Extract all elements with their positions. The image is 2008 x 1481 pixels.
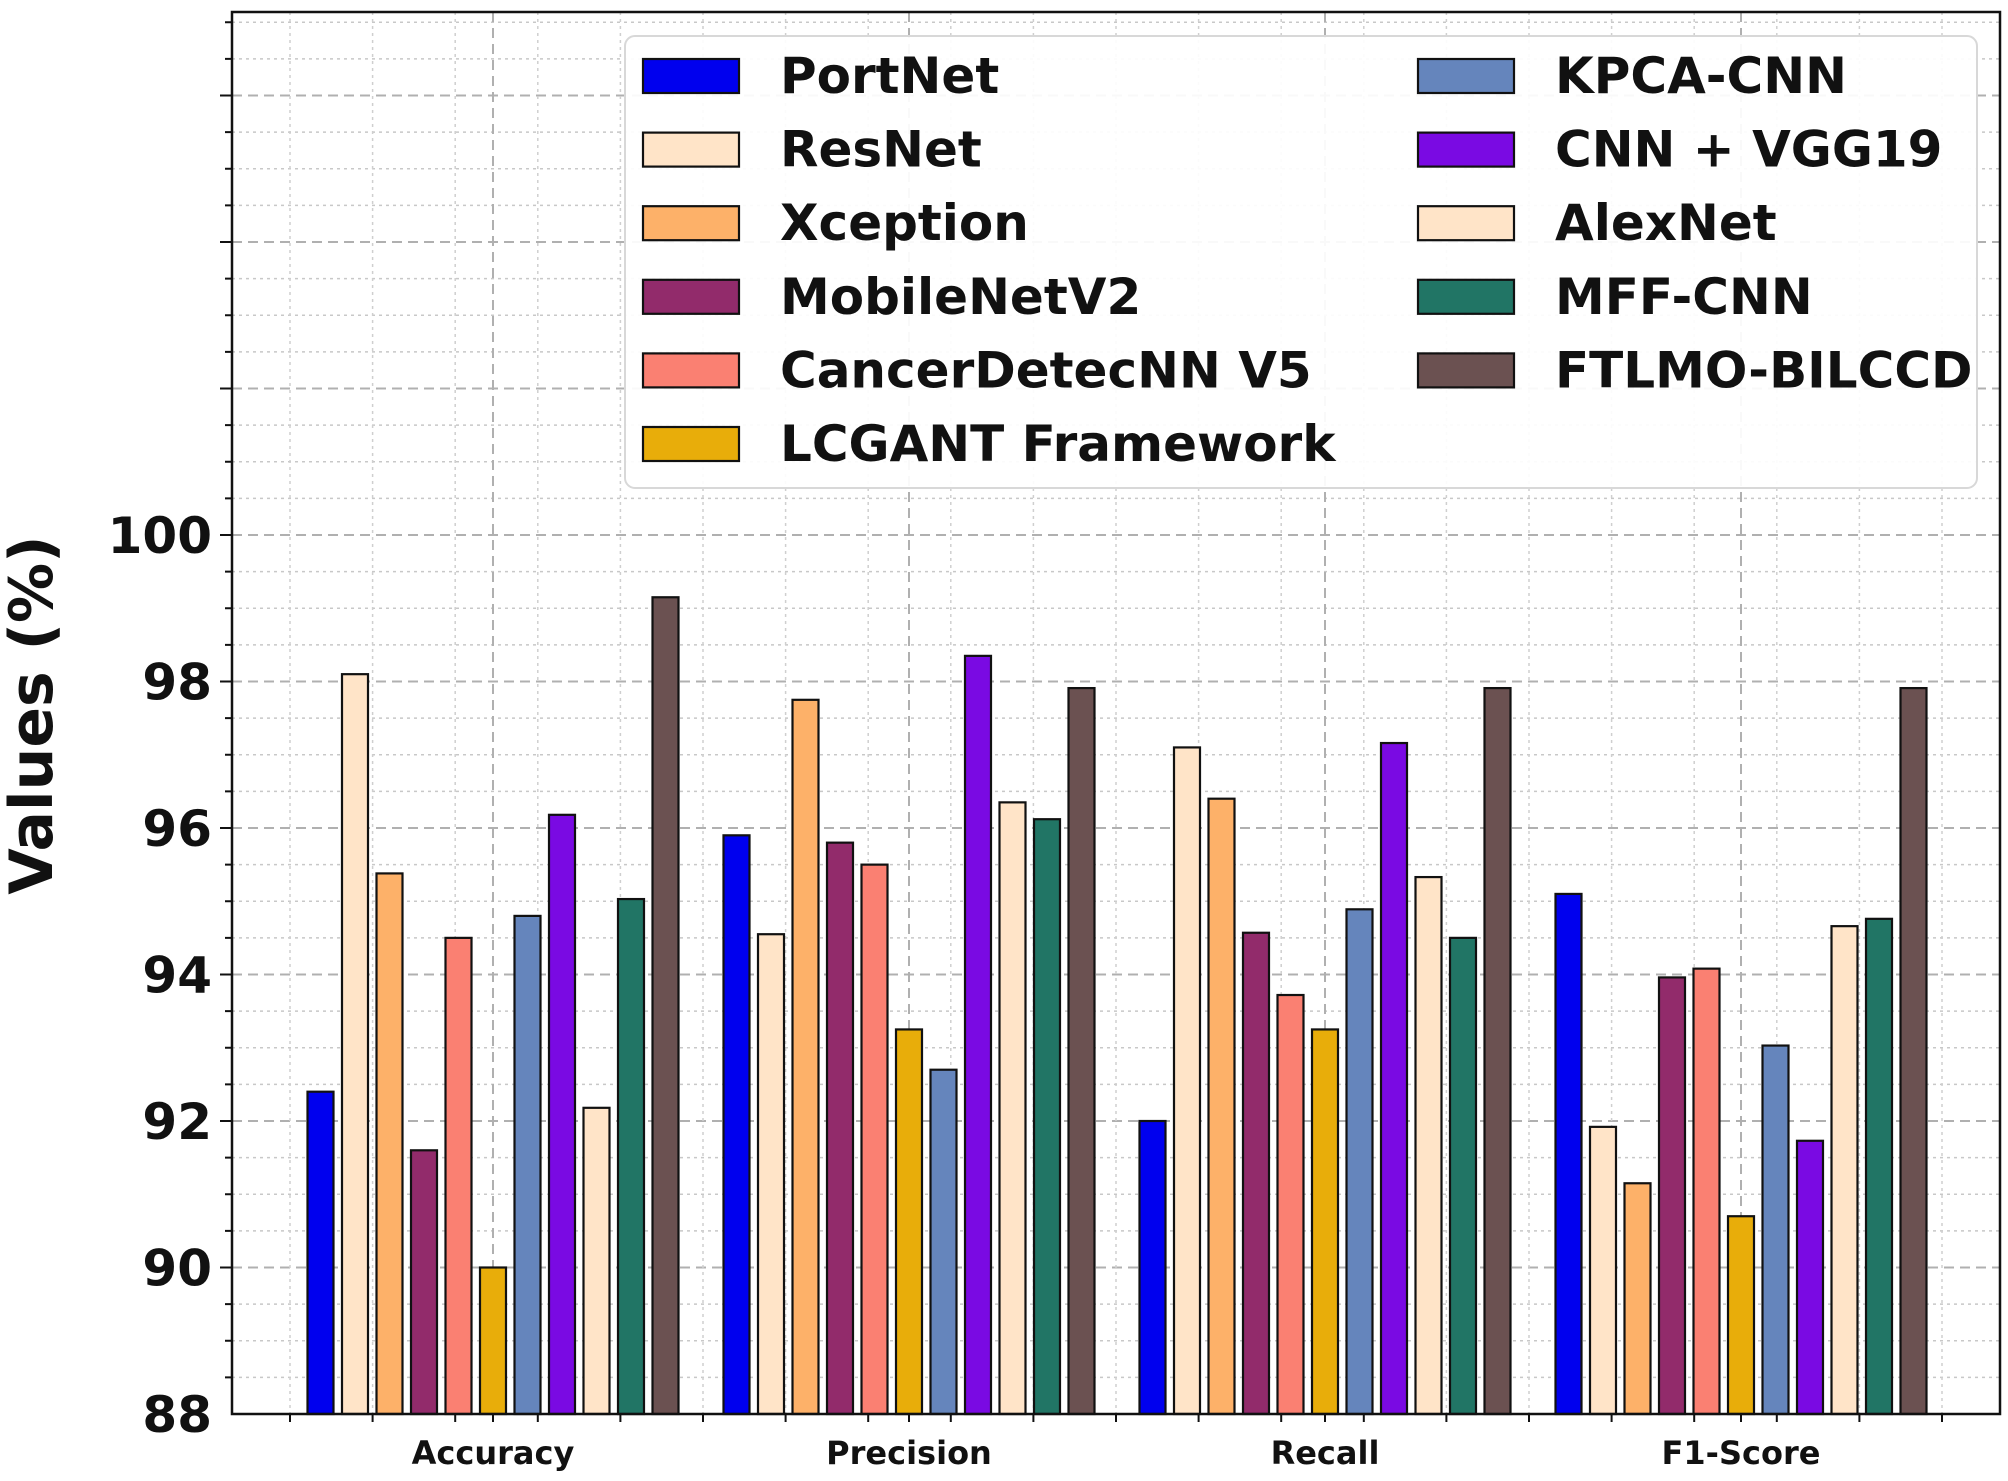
legend-label: MobileNetV2 bbox=[780, 268, 1141, 326]
bar bbox=[340, 673, 370, 1416]
bar bbox=[860, 863, 889, 1416]
bar bbox=[1483, 686, 1512, 1416]
bar bbox=[929, 1068, 958, 1416]
bar bbox=[306, 1090, 335, 1416]
bar bbox=[444, 936, 473, 1416]
y-tick-label: 96 bbox=[142, 800, 212, 858]
bar bbox=[1138, 1119, 1167, 1416]
legend-label: LCGANT Framework bbox=[780, 415, 1337, 473]
legend-swatch bbox=[641, 57, 741, 95]
x-tick-label: F1-Score bbox=[1662, 1434, 1821, 1472]
bar bbox=[1899, 686, 1928, 1416]
legend: PortNet ResNet Xception MobileNetV2 CancerDe… bbox=[624, 35, 1978, 489]
bar bbox=[1864, 917, 1894, 1416]
bar bbox=[1795, 1139, 1825, 1416]
y-tick-label: 88 bbox=[142, 1386, 212, 1444]
legend-label: CancerDetecNN V5 bbox=[780, 341, 1312, 399]
bar bbox=[1379, 741, 1409, 1416]
bar bbox=[582, 1106, 611, 1416]
legend-label: Xception bbox=[780, 194, 1029, 252]
y-axis-label: Values (%) bbox=[0, 535, 67, 894]
legend-swatch bbox=[641, 278, 741, 315]
legend-label: FTLMO-BILCCD bbox=[1555, 341, 1973, 399]
bar bbox=[1588, 1125, 1618, 1416]
bar bbox=[756, 933, 786, 1416]
y-tick-label: 98 bbox=[142, 654, 212, 712]
legend-label: AlexNet bbox=[1555, 194, 1777, 252]
bar bbox=[825, 841, 855, 1416]
bar bbox=[1414, 875, 1443, 1416]
y-tick-label: 100 bbox=[108, 507, 212, 565]
legend-label: CNN + VGG19 bbox=[1555, 121, 1942, 179]
bar bbox=[791, 698, 820, 1416]
bar bbox=[375, 872, 404, 1416]
legend-swatch bbox=[1416, 352, 1516, 389]
bar bbox=[1830, 925, 1859, 1416]
bar bbox=[409, 1149, 439, 1416]
x-tick-label: Recall bbox=[1271, 1434, 1380, 1472]
bar bbox=[722, 834, 751, 1416]
bar bbox=[1623, 1182, 1652, 1416]
y-tick-label: 94 bbox=[142, 947, 212, 1005]
legend-box bbox=[624, 35, 1978, 489]
bar bbox=[1345, 908, 1374, 1416]
bar bbox=[1067, 686, 1096, 1416]
legend-swatch bbox=[641, 131, 741, 168]
x-tick-label: Precision bbox=[826, 1434, 992, 1472]
bars bbox=[306, 596, 1928, 1416]
bar bbox=[547, 813, 577, 1416]
legend-swatch bbox=[1416, 278, 1516, 315]
legend-label: PortNet bbox=[780, 47, 999, 105]
legend-swatch bbox=[1416, 205, 1516, 242]
bar bbox=[616, 897, 646, 1416]
bar bbox=[1172, 746, 1202, 1416]
bar bbox=[1554, 892, 1583, 1416]
legend-swatch bbox=[641, 352, 741, 389]
bar bbox=[894, 1028, 924, 1416]
axes bbox=[220, 10, 2002, 1422]
bar bbox=[1657, 976, 1687, 1416]
bar bbox=[1310, 1028, 1340, 1416]
bar bbox=[998, 801, 1027, 1416]
bar bbox=[1448, 936, 1478, 1416]
bar bbox=[1207, 797, 1236, 1416]
y-tick-label: 90 bbox=[142, 1240, 212, 1298]
y-tick-label: 92 bbox=[142, 1093, 212, 1151]
bar bbox=[1761, 1044, 1790, 1416]
bar bbox=[1692, 967, 1721, 1416]
bar bbox=[963, 654, 993, 1416]
bar bbox=[651, 596, 680, 1416]
bar bbox=[478, 1266, 508, 1416]
legend-label: ResNet bbox=[780, 121, 982, 179]
x-tick-label: Accuracy bbox=[412, 1434, 575, 1472]
bar bbox=[1726, 1215, 1756, 1416]
legend-swatch bbox=[641, 205, 741, 242]
bar bbox=[1276, 993, 1305, 1416]
legend-swatch bbox=[641, 425, 741, 463]
bar bbox=[513, 914, 542, 1416]
legend-label: MFF-CNN bbox=[1555, 268, 1813, 326]
legend-label: KPCA-CNN bbox=[1555, 47, 1847, 105]
bar bbox=[1241, 931, 1271, 1416]
tick-labels: 88 90 92 94 96 98 100 Accuracy Precision Recall F1… bbox=[108, 507, 1821, 1472]
legend-swatch bbox=[1416, 57, 1516, 95]
bar bbox=[1032, 818, 1062, 1416]
legend-swatch bbox=[1416, 131, 1516, 168]
